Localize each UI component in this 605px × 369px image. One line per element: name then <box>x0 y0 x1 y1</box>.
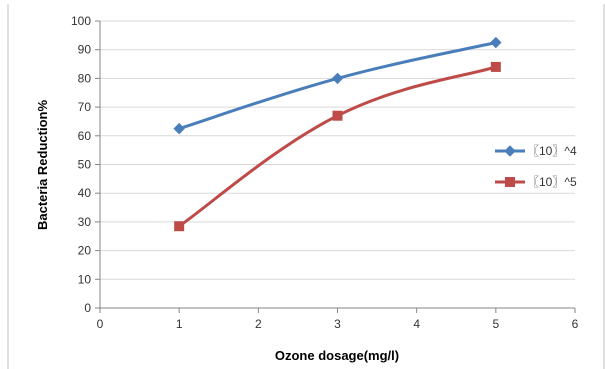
series-0-point-0 <box>173 122 185 135</box>
legend-label-0: 〖10〗^4 <box>527 144 577 158</box>
y-tick-label-5: 50 <box>78 158 92 172</box>
axes <box>95 20 576 313</box>
y-tick-label-7: 70 <box>78 100 92 114</box>
y-tick-labels: 0 10 20 30 40 50 60 70 80 90 100 <box>71 14 91 315</box>
legend-marker-0 <box>504 145 516 157</box>
y-tick-label-9: 90 <box>78 43 92 57</box>
legend-marker-1 <box>505 177 515 187</box>
x-tick-label-0: 0 <box>97 317 104 331</box>
x-tick-label-5: 5 <box>492 317 499 331</box>
x-tick-labels: 0 1 2 3 4 5 6 <box>97 317 579 331</box>
y-tick-label-3: 30 <box>78 215 92 229</box>
x-tick-label-6: 6 <box>572 317 579 331</box>
y-axis-title: Bacteria Reduction% <box>35 100 50 230</box>
legend-label-1: 〖10〗^5 <box>527 175 577 189</box>
series-line-1 <box>178 65 497 228</box>
y-tick-label-10: 100 <box>71 14 91 28</box>
series-0-point-1 <box>331 72 344 85</box>
series-1-point-0 <box>174 221 185 232</box>
legend: 〖10〗^4 〖10〗^5 <box>495 144 577 189</box>
x-tick-label-3: 3 <box>334 317 341 331</box>
y-tick-label-1: 10 <box>78 272 92 286</box>
series-1-point-2 <box>490 61 501 72</box>
series-0-point-2 <box>490 36 502 49</box>
x-axis-title: Ozone dosage(mg/l) <box>275 348 399 363</box>
y-tick-label-8: 80 <box>78 71 92 85</box>
y-tick-label-6: 60 <box>78 129 92 143</box>
x-tick-label-4: 4 <box>413 317 420 331</box>
y-tick-label-2: 20 <box>78 244 92 258</box>
y-tick-label-0: 0 <box>84 301 91 315</box>
x-tick-label-1: 1 <box>176 317 183 331</box>
series-1-point-1 <box>332 110 343 121</box>
series-layer <box>173 36 502 232</box>
y-tick-label-4: 40 <box>78 186 92 200</box>
x-tick-label-2: 2 <box>255 317 262 331</box>
gridlines <box>100 20 575 280</box>
